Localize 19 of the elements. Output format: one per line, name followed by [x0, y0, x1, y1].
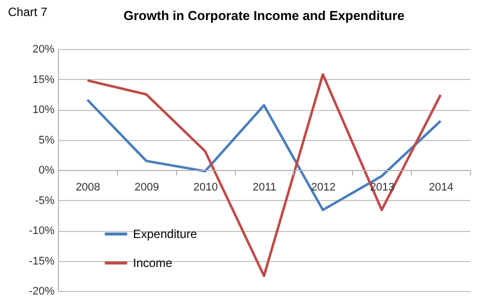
legend-label: Income — [133, 256, 173, 270]
y-tick-label: 5% — [38, 134, 55, 146]
chart-title: Growth in Corporate Income and Expenditure — [124, 8, 404, 23]
x-tick-label: 2012 — [311, 182, 336, 194]
x-tick-label: 2010 — [193, 182, 218, 194]
caption: Chart 7 — [8, 5, 48, 19]
y-tick-label: -15% — [28, 255, 55, 268]
x-tick-label: 2009 — [134, 182, 160, 194]
y-tick-label: 15% — [32, 74, 55, 86]
y-tick-label: 10% — [32, 104, 55, 116]
x-tick-label: 2011 — [252, 182, 276, 194]
y-tick-label: -10% — [28, 225, 55, 237]
y-tick-label: 0% — [38, 164, 55, 176]
y-tick-label: 20% — [32, 44, 55, 56]
y-tick-label: -5% — [34, 194, 55, 207]
x-tick-label: 2014 — [428, 182, 454, 194]
legend-label: Expenditure — [133, 227, 198, 241]
x-tick-label: 2008 — [76, 182, 100, 194]
y-tick-label: -20% — [28, 286, 55, 298]
